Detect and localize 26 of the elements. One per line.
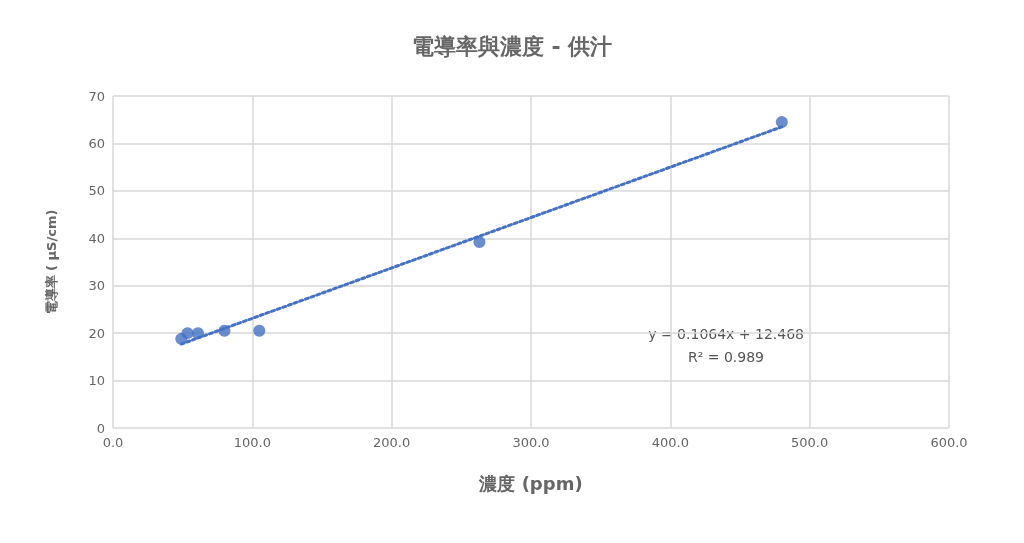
annotation: y = 0.1064x + 12.468 <box>648 326 805 342</box>
y-tick-label: 10 <box>88 373 105 389</box>
annotation: R² = 0.989 <box>687 349 765 365</box>
y-tick-label: 30 <box>88 278 105 294</box>
x-tick-label: 200.0 <box>373 435 411 450</box>
x-tick-label: 500.0 <box>791 435 829 450</box>
y-tick-label: 60 <box>88 135 105 151</box>
y-tick-label: 0 <box>96 420 105 436</box>
y-tick-label: 20 <box>88 325 105 341</box>
point <box>473 236 486 249</box>
y-axis-title: 電導率 ( μS/cm) <box>44 209 59 315</box>
x-tick-label: 100.0 <box>233 435 271 450</box>
x-tick-label: 0.0 <box>102 435 124 450</box>
point <box>181 327 194 340</box>
y-tick-label: 70 <box>88 88 105 104</box>
point <box>192 327 204 340</box>
x-tick-label: 300.0 <box>512 435 550 450</box>
point <box>218 324 231 337</box>
x-tick-label: 600.0 <box>930 435 968 450</box>
y-tick-label: 40 <box>88 230 105 246</box>
x-axis-title: 濃度 (ppm) <box>478 472 583 494</box>
point <box>775 116 788 129</box>
y-tick-label: 50 <box>88 183 105 199</box>
x-tick-label: 400.0 <box>651 435 689 450</box>
point <box>253 324 266 337</box>
chart-title: 電導率與濃度 - 供汁 <box>411 33 613 59</box>
